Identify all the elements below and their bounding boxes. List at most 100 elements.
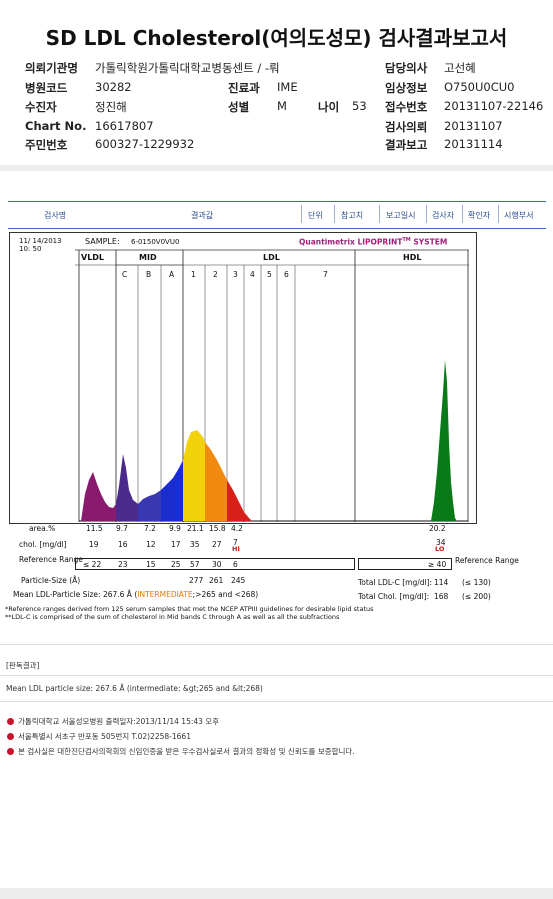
lipoprint-report: 11/ 14/2013 10: 50 SAMPLE: 6-0150V0VU0 Q…: [5, 232, 519, 621]
age-label: 나이: [318, 100, 340, 114]
doctor-value: 고선혜: [444, 61, 476, 75]
subband-label: 7: [323, 270, 328, 279]
doctor-label: 담당의사: [385, 61, 428, 75]
resident-value: 600327-1229932: [95, 137, 195, 151]
total-ldl-label: Total LDL-C [mg/dl]:: [358, 578, 433, 587]
band-label-mid: MID: [139, 253, 157, 262]
total-chol-value: 168: [434, 592, 449, 601]
dept-value: IME: [277, 80, 298, 94]
institution-value: 가톨릭학원가톨릭대학교병동센트 / -뤄: [95, 61, 280, 75]
ldl1-peak: [183, 430, 205, 521]
col-divider: [462, 205, 463, 223]
reference-range-label: Reference Range: [19, 555, 83, 564]
subband-label: 1: [191, 270, 196, 279]
particle-size-value: 277: [189, 576, 204, 585]
age-value: 53: [352, 99, 367, 113]
divider: [0, 701, 553, 702]
area-value: 15.8: [209, 524, 226, 533]
vldl-peak: [81, 472, 116, 521]
ref-value: ≤ 22: [83, 560, 102, 569]
col-department: 시행부서: [504, 211, 534, 220]
band-label-vldl: VLDL: [81, 253, 105, 262]
mean-ldl-value: 267.6 Å: [102, 590, 132, 599]
col-report-date: 보고일시: [386, 211, 416, 220]
reference-note: *Reference ranges derived from 125 serum…: [5, 605, 374, 613]
band-separators: [78, 250, 469, 522]
chol-value: 12: [146, 540, 156, 549]
report-header: [0, 0, 553, 171]
area-value: 9.9: [169, 524, 181, 533]
patient-value: 정진해: [95, 100, 127, 114]
electrophoresis-chart: [75, 249, 469, 522]
mean-ldl-row: Mean LDL-Particle Size: 267.6 Å (INTERME…: [13, 590, 259, 599]
particle-size-value: 245: [231, 576, 246, 585]
band-label-ldl: LDL: [263, 253, 280, 262]
ref-value: 30: [212, 560, 222, 569]
col-result: 결과값: [191, 211, 214, 220]
ldl-c-note: **LDL-C is comprised of the sum of chole…: [5, 613, 340, 621]
col-unit: 단위: [308, 211, 323, 220]
col-test-name: 검사명: [44, 211, 67, 220]
subband-label: 6: [284, 270, 289, 279]
chol-value: 27: [212, 540, 222, 549]
institution-row: 의뢰기관명: [25, 60, 78, 76]
institution-label: 의뢰기관명: [25, 61, 78, 75]
ref-value: 15: [146, 560, 156, 569]
area-label: area.%: [29, 524, 56, 533]
hdl-peak: [431, 360, 457, 521]
brand-name: Quantimetrix LIPOPRINT: [299, 237, 403, 247]
chol-value: 17: [171, 540, 181, 549]
result-column-header: 검사명 결과값 단위 참고치 보고일시 검사자 확인자 시행부서: [8, 201, 546, 229]
report-value: 20131114: [444, 137, 503, 151]
interpretation-heading: [판독결과]: [6, 661, 40, 670]
area-value: 7.2: [144, 524, 156, 533]
subband-label: 2: [213, 270, 218, 279]
footer-hospital-text: 가톨릭대학교 서울성모병원 출력일자:2013/11/14 15:43 오후: [18, 717, 220, 726]
mid-a-peak: [161, 460, 183, 521]
band-label-hdl: HDL: [403, 253, 422, 262]
footer-line-hospital: 가톨릭대학교 서울성모병원 출력일자:2013/11/14 15:43 오후: [7, 716, 219, 727]
ref-value: 6: [233, 560, 238, 569]
footer-line-address: 서울특별시 서초구 반포동 505번지 T.02)2258-1661: [7, 731, 191, 742]
report-frame: [9, 232, 477, 524]
divider: [0, 675, 553, 676]
report-label: 결과보고: [385, 138, 428, 152]
area-value: 11.5: [86, 524, 103, 533]
hdl-reference-box: [358, 558, 452, 570]
ref-value: 57: [190, 560, 200, 569]
interpretation-text: Mean LDL particle size: 267.6 Å (interme…: [6, 684, 263, 693]
chart-value: 16617807: [95, 119, 154, 133]
col-divider: [498, 205, 499, 223]
request-label: 검사의뢰: [385, 120, 428, 134]
sex-value: M: [277, 99, 287, 113]
total-ldl-value: 114: [434, 578, 449, 587]
col-divider: [426, 205, 427, 223]
brand-suffix: SYSTEM: [413, 237, 448, 247]
sex-label: 성별: [228, 100, 250, 114]
page-title: SD LDL Cholesterol(여의도성모) 검사결과보고서: [45, 26, 508, 50]
chol-value: 16: [118, 540, 128, 549]
chol-hdl-value: 34: [436, 538, 446, 547]
col-divider: [379, 205, 380, 223]
bottom-band: [0, 888, 553, 899]
chol-hi-flag: HI: [232, 545, 240, 553]
subband-label: 3: [233, 270, 238, 279]
sample-value: 6-0150V0VU0: [131, 238, 180, 246]
reference-range-right: Reference Range: [455, 556, 519, 565]
request-value: 20131107: [444, 119, 503, 133]
col-divider: [334, 205, 335, 223]
footer-address-text: 서울특별시 서초구 반포동 505번지 T.02)2258-1661: [18, 732, 191, 741]
col-tester: 검사자: [432, 211, 455, 220]
area-value: 4.2: [231, 524, 243, 533]
clinical-value: O750U0CU0: [444, 80, 515, 94]
subband-label: A: [169, 270, 175, 279]
area-value: 9.7: [116, 524, 128, 533]
total-chol-ref: (≤ 200): [462, 592, 491, 601]
ref-value: 23: [118, 560, 128, 569]
mean-ldl-range: >265 and <268: [195, 590, 256, 599]
hospital-code-value: 30282: [95, 80, 132, 94]
brand-tm: TM: [402, 237, 411, 243]
area-hdl-value: 20.2: [429, 524, 446, 533]
ldl2-peak: [205, 442, 227, 521]
chol-label: chol. [mg/dl]: [19, 540, 67, 549]
